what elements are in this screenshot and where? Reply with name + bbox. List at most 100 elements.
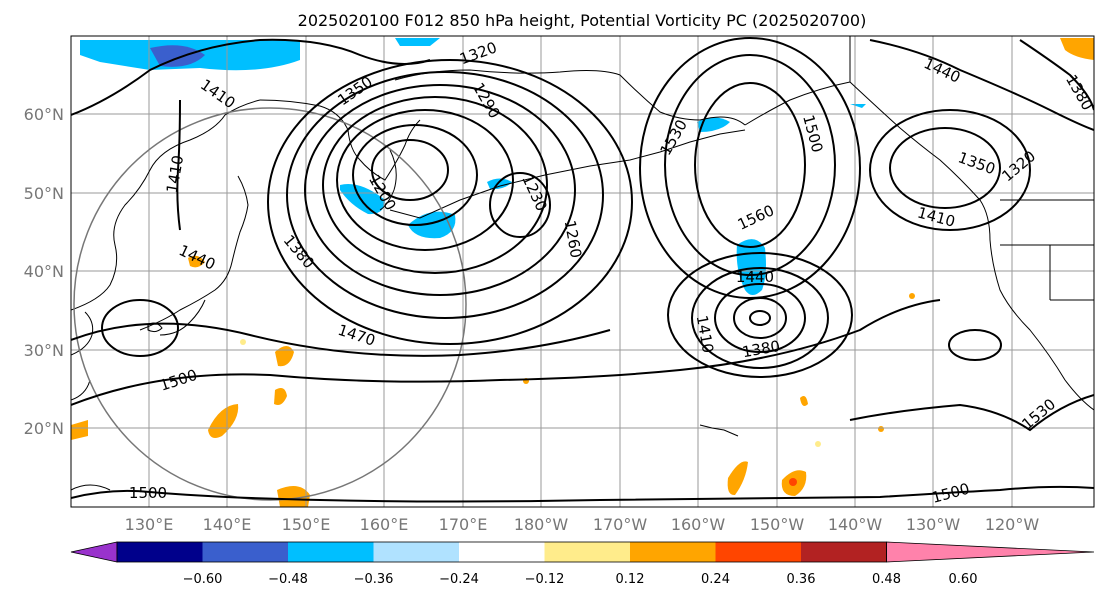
contour-cutoff-4 (691, 267, 829, 369)
pv-core-north (150, 45, 205, 67)
colorbar-tick-label: −0.24 (439, 572, 479, 587)
colorbar-tick-label: 0.48 (872, 572, 901, 587)
height-contours (71, 37, 1094, 503)
coastline-japan (139, 175, 249, 336)
colorbar-tick-label: 0.60 (949, 572, 978, 587)
lon-label: 140°E (203, 515, 252, 534)
state-borders (1000, 199, 1094, 301)
colorbar-swatch (373, 542, 459, 562)
lon-label: 180°W (514, 515, 569, 534)
coastline-bering (394, 69, 746, 126)
lon-label: 160°W (671, 515, 726, 534)
map-frame (70, 35, 1095, 508)
contour-1440-ne (869, 39, 1094, 131)
pv-area-small-1 (487, 178, 512, 190)
contour-low-6 (286, 71, 604, 319)
pv-core-south (789, 478, 797, 486)
pv-area-south-2 (727, 461, 748, 496)
contour-high-1 (694, 82, 806, 248)
contour-cutoff-5 (667, 252, 853, 378)
coastline-asia (71, 99, 261, 311)
colorbar-swatch (630, 542, 716, 562)
lon-label: 120°W (985, 515, 1040, 534)
contour-1350-ne (1019, 39, 1094, 111)
pv-area-northeast (1060, 38, 1094, 60)
contour-1410-north (71, 38, 431, 116)
lat-label: 40°N (24, 262, 64, 281)
colorbar-tick-label: −0.36 (354, 572, 394, 587)
analysis-circle (73, 107, 467, 501)
pv-dot-3 (815, 441, 821, 447)
lon-label: 170°E (439, 515, 488, 534)
pv-dot-4 (240, 339, 246, 345)
colorbar-swatch (801, 542, 887, 562)
pv-area-west-1 (275, 346, 294, 367)
contour-1470 (71, 322, 611, 357)
colorbar-swatch (544, 542, 630, 562)
plot-title: 2025020100 F012 850 hPa height, Potentia… (298, 11, 867, 30)
contour-1530 (849, 394, 1094, 432)
colorbar: −0.60 −0.48 −0.36 −0.24 −0.12 0.12 0.24 … (70, 541, 1095, 587)
contour-low-5 (304, 84, 576, 296)
colorbar-arrow-left (70, 541, 118, 563)
contour-cutoff-3 (714, 283, 806, 353)
pv-area-north-2 (395, 38, 440, 46)
pv-area-west-4 (71, 420, 88, 440)
colorbar-swatch (715, 542, 801, 562)
pv-shading (71, 38, 1094, 507)
pv-area-bering (697, 117, 730, 132)
colorbar-swatch (117, 542, 203, 562)
lat-label: 60°N (24, 105, 64, 124)
gridlines (71, 36, 1094, 507)
colorbar-tick-label: 0.24 (701, 572, 730, 587)
lat-label: 50°N (24, 184, 64, 203)
pv-dot-1 (909, 293, 915, 299)
contour-low-1 (371, 139, 449, 201)
contour-low-4 (322, 96, 548, 274)
contour-gulf-low-1 (889, 127, 1001, 209)
contour-low-3 (336, 109, 514, 251)
colorbar-swatch (288, 542, 374, 562)
coastline-hawaii (699, 424, 739, 437)
contour-1500 (71, 299, 941, 406)
colorbar-tick-label: 0.36 (787, 572, 816, 587)
colorbar-tick-label: −0.48 (268, 572, 308, 587)
colorbar-arrow-right (886, 541, 1095, 563)
contour-high-2 (664, 54, 836, 276)
latitude-labels: 20°N 30°N 40°N 50°N 60°N (24, 105, 64, 438)
lon-label: 150°W (750, 515, 805, 534)
pv-area-south-1 (277, 486, 310, 507)
pv-area-japan (188, 255, 205, 268)
contour-1500-south (71, 485, 1094, 503)
colorbar-swatch (202, 542, 288, 562)
contour-cutoff-1 (749, 310, 771, 326)
pv-area-okhotsk (340, 184, 385, 215)
coastline-philippines (71, 484, 111, 491)
lon-label: 130°W (906, 515, 961, 534)
lat-label: 20°N (24, 419, 64, 438)
contour-label: 1440 (736, 268, 774, 286)
coastlines (71, 36, 1094, 491)
lon-label: 140°W (828, 515, 883, 534)
longitude-labels: 130°E 140°E 150°E 160°E 170°E 180°W 170°… (125, 515, 1040, 534)
lon-label: 130°E (125, 515, 174, 534)
pv-area-small-2 (850, 104, 866, 108)
pv-area-west-3 (208, 404, 239, 438)
contour-1410-west (176, 99, 181, 231)
coastline-aleutians (389, 129, 746, 219)
lon-label: 170°W (593, 515, 648, 534)
coastline-kamchatka-west (259, 99, 421, 181)
lon-label: 160°E (360, 515, 409, 534)
colorbar-frame (116, 541, 887, 563)
lon-label: 150°E (282, 515, 331, 534)
colorbar-swatch (459, 542, 545, 562)
contour-low-8 (489, 172, 551, 238)
contour-label: 1500 (129, 484, 167, 502)
map-panel (70, 35, 1095, 508)
contour-japan-low (101, 299, 179, 357)
colorbar-tick-label: 0.12 (616, 572, 645, 587)
lat-label: 30°N (24, 341, 64, 360)
contour-gulf-low-2 (869, 109, 1031, 231)
colorbar-tick-label: −0.12 (525, 572, 565, 587)
